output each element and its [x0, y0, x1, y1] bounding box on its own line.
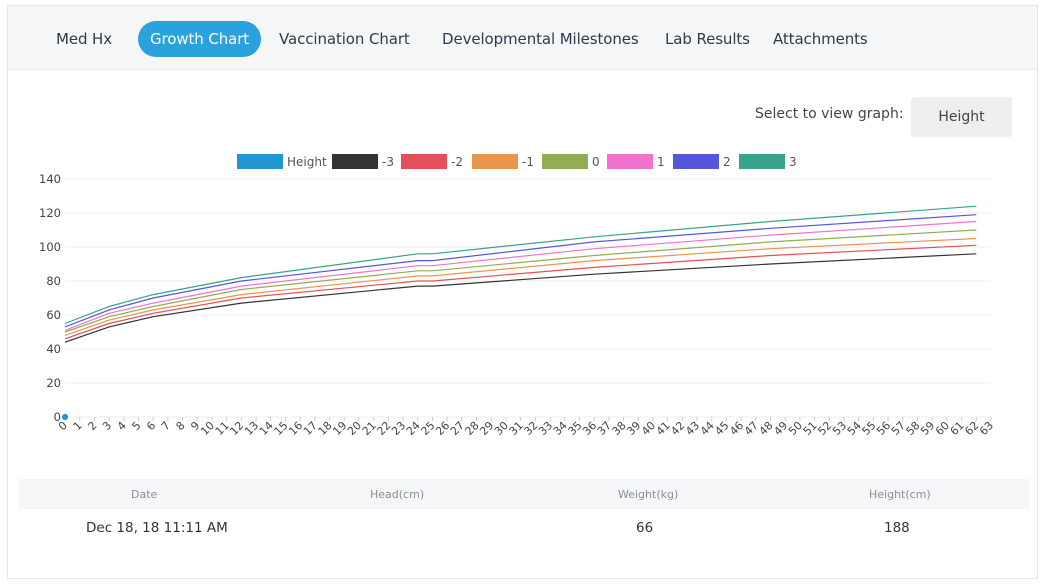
x-tick-label-63: 63 [977, 419, 996, 438]
x-tick-label-2: 2 [85, 419, 99, 433]
legend-label-3: 3 [789, 155, 797, 169]
y-tick-label-60: 60 [46, 308, 61, 322]
cell-height: 188 [884, 520, 910, 536]
x-tick-label-6: 6 [144, 419, 158, 433]
tab-growth-chart[interactable]: Growth Chart [138, 21, 262, 57]
legend-label--1: -1 [522, 155, 534, 169]
tab-lab-results[interactable]: Lab Results [665, 30, 750, 48]
series-point-Height-0 [61, 413, 69, 421]
legend-swatch-2 [673, 154, 719, 169]
cell-weight: 66 [636, 520, 654, 536]
legend-swatch-Height [237, 154, 283, 169]
y-tick-label-20: 20 [46, 376, 61, 390]
series-line-3 [64, 205, 977, 325]
x-tick-label-3: 3 [100, 419, 114, 433]
y-tick-label-120: 120 [39, 206, 61, 220]
series-line-2 [64, 214, 977, 328]
legend-swatch-3 [739, 154, 785, 169]
column-header-height: Height(cm) [869, 487, 931, 501]
y-tick-label-100: 100 [39, 240, 61, 254]
tab-vaccination-chart[interactable]: Vaccination Chart [279, 30, 410, 48]
legend-swatch--1 [472, 154, 518, 169]
legend-swatch--2 [401, 154, 447, 169]
graph-select-label: Select to view graph: [755, 106, 904, 122]
cell-date: Dec 18, 18 11:11 AM [86, 520, 228, 536]
legend-label-2: 2 [723, 155, 731, 169]
legend-swatch-1 [607, 154, 653, 169]
series-line-1 [64, 220, 977, 331]
series-line--1 [64, 237, 977, 336]
table-header-row: Date Head(cm) Weight(kg) Height(cm) [19, 479, 1029, 509]
growth-chart-panel: Med Hx Growth Chart Vaccination Chart De… [7, 5, 1038, 579]
column-header-head: Head(cm) [370, 487, 425, 501]
series-line--3 [64, 253, 977, 343]
y-tick-label-40: 40 [46, 342, 61, 356]
y-tick-label-0: 0 [54, 410, 61, 424]
series-line--2 [64, 244, 977, 340]
tab-developmental-milestones[interactable]: Developmental Milestones [442, 30, 639, 48]
x-tick-label-8: 8 [174, 419, 188, 433]
table-row: Dec 18, 18 11:11 AM 66 188 [19, 509, 1029, 547]
y-tick-label-80: 80 [46, 274, 61, 288]
x-tick-label-1: 1 [71, 419, 85, 433]
legend-label-0: 0 [592, 155, 600, 169]
legend-label--2: -2 [451, 155, 463, 169]
tab-attachments[interactable]: Attachments [773, 30, 868, 48]
tab-med-hx[interactable]: Med Hx [56, 30, 113, 48]
x-tick-label-7: 7 [159, 419, 173, 433]
graph-select[interactable]: Height [911, 97, 1012, 137]
tab-bar: Med Hx Growth Chart Vaccination Chart De… [8, 6, 1037, 70]
legend-label-Height: Height [287, 155, 327, 169]
legend-label-1: 1 [657, 155, 665, 169]
legend-label--3: -3 [382, 155, 394, 169]
column-header-weight: Weight(kg) [618, 487, 679, 501]
x-tick-label-4: 4 [115, 419, 129, 433]
y-tick-label-140: 140 [39, 172, 61, 186]
column-header-date: Date [131, 487, 158, 501]
x-tick-label-5: 5 [129, 419, 143, 433]
series-line-0 [64, 229, 977, 333]
x-tick-label-0: 0 [56, 419, 70, 433]
legend-swatch--3 [332, 154, 378, 169]
legend-swatch-0 [542, 154, 588, 169]
